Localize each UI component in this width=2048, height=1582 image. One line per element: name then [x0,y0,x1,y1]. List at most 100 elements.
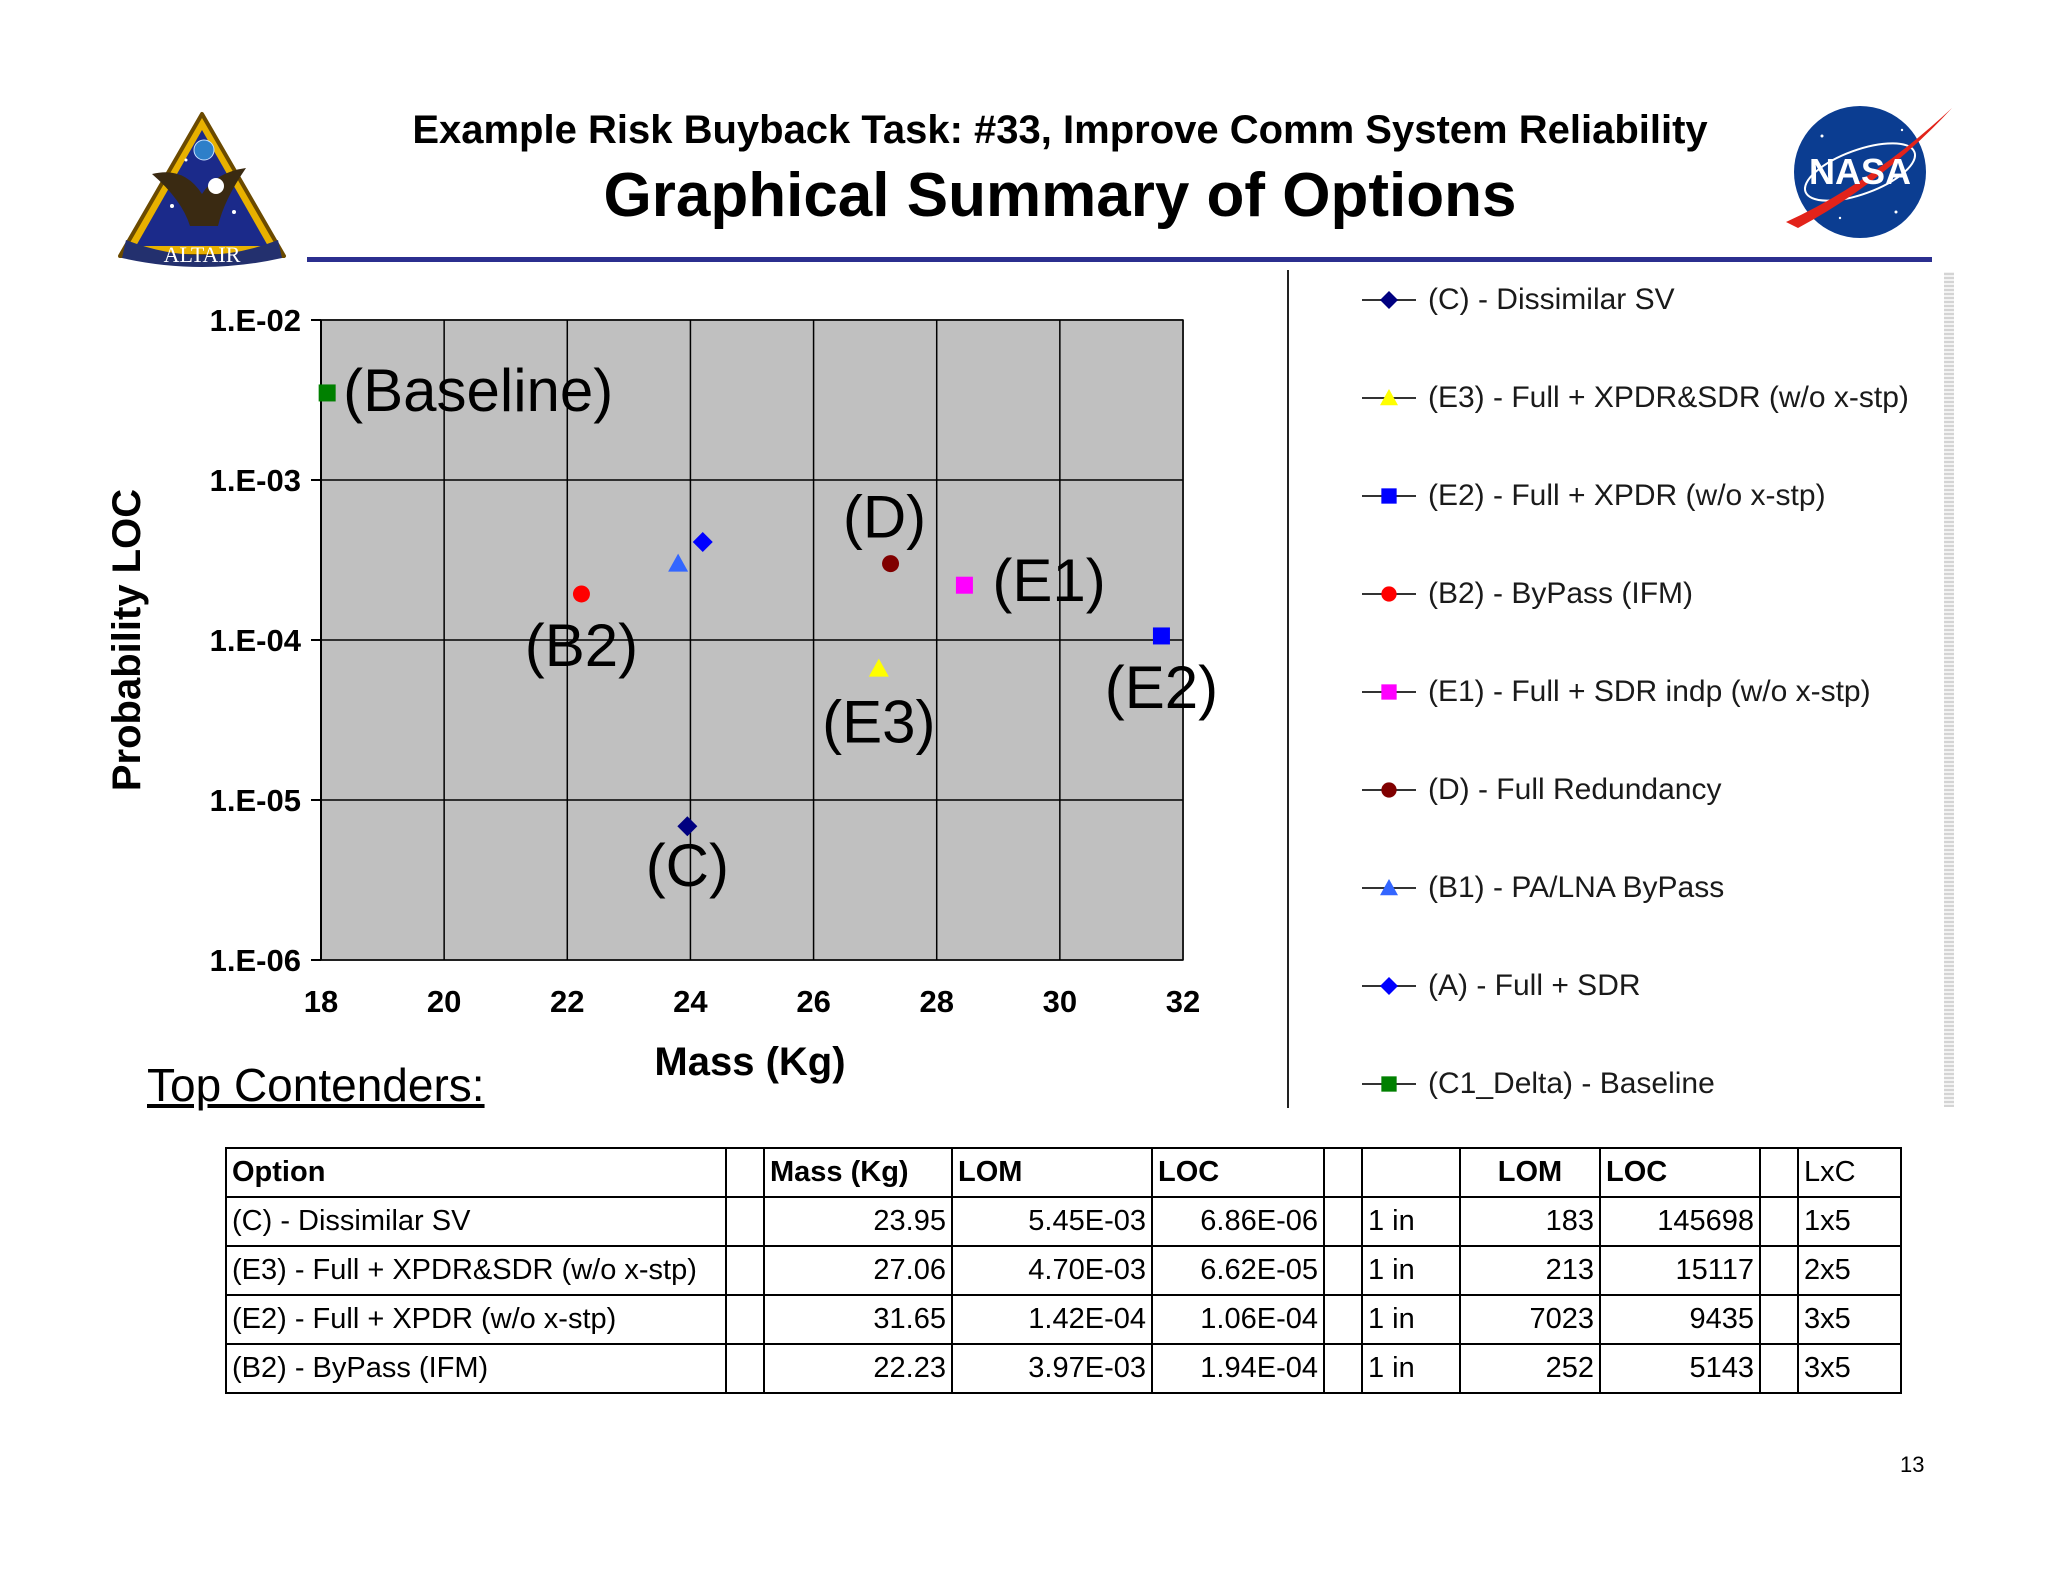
legend-item: (B1) - PA/LNA ByPass [1360,868,1724,908]
legend-marker-shape [1381,684,1397,700]
legend-marker-shape [1381,1076,1397,1092]
table-cell: 1x5 [1797,1196,1902,1247]
table-cell [1759,1343,1799,1394]
table-cell: (E2) - Full + XPDR (w/o x-stp) [225,1294,727,1345]
point-annotation: (E1) [992,547,1105,614]
table-cell [1323,1196,1363,1247]
legend-marker [1362,586,1416,602]
legend-label: (C) - Dissimilar SV [1428,283,1675,316]
table-cell [1323,1343,1363,1394]
legend-label: (C1_Delta) - Baseline [1428,1067,1715,1100]
point-annotations: (C) (E3) (E2) (B2) (E1) (D) (Baseline) [343,357,1218,899]
data-point-9 [318,384,336,402]
legend-label: (A) - Full + SDR [1428,969,1641,1002]
table-cell: 252 [1459,1343,1601,1394]
legend-marker [1362,389,1416,406]
x-tick-label: 30 [1043,984,1077,1019]
table-cell: 1 in [1361,1245,1461,1296]
table-header-cell: Mass (Kg) [763,1147,953,1198]
data-point-6 [882,555,900,573]
altair-logo-text: ALTAIR [164,242,241,267]
data-point-5 [955,576,973,594]
table-cell: 31.65 [763,1294,953,1345]
legend-item: (A) - Full + SDR [1360,966,1641,1006]
x-axis-ticks: 18 20 22 24 26 28 30 32 [304,984,1200,1019]
header-divider [307,257,1932,262]
legend-marker [1362,782,1416,798]
table-header-cell: LOC [1151,1147,1325,1198]
table-cell [1759,1245,1799,1296]
point-annotation: (E3) [822,689,935,756]
table-row: (E3) - Full + XPDR&SDR (w/o x-stp) 27.06 4… [225,1245,1902,1296]
legend-marker-shape [1380,879,1398,896]
point-annotation: (B2) [525,612,638,679]
table-cell [725,1343,765,1394]
legend-marker [1362,684,1416,700]
table-header-cell [1361,1147,1461,1198]
chart-legend: (C) - Dissimilar SV (E3) - Full + XPDR&SD… [1360,270,1960,1110]
point-annotation: (Baseline) [343,357,613,424]
table-cell: 22.23 [763,1343,953,1394]
table-header-cell [725,1147,765,1198]
data-point-7 [668,553,689,572]
point-annotation: (E2) [1105,654,1218,721]
table-cell: 5143 [1599,1343,1761,1394]
y-axis-label: Probability LOC [110,489,149,791]
table-cell: 2x5 [1797,1245,1902,1296]
table-cell [1759,1196,1799,1247]
legend-label: (D) - Full Redundancy [1428,773,1722,806]
table-cell [725,1294,765,1345]
y-tick-label: 1.E-03 [210,463,301,498]
table-row: (E2) - Full + XPDR (w/o x-stp) 31.65 1.42E… [225,1294,1902,1345]
data-point-4 [572,585,590,603]
table-cell: (E3) - Full + XPDR&SDR (w/o x-stp) [225,1245,727,1296]
data-point-2 [868,658,889,677]
table-cell: 15117 [1599,1245,1761,1296]
loc-vs-mass-chart: 1.E-02 1.E-03 1.E-04 1.E-05 1.E-06 18 20 22 24 2… [110,303,1218,1084]
table-cell: 4.70E-03 [951,1245,1153,1296]
legend-label: (B1) - PA/LNA ByPass [1428,871,1725,904]
table-cell: 1 in [1361,1196,1461,1247]
table-cell [725,1196,765,1247]
legend-marker [1362,879,1416,896]
table-cell: 3x5 [1797,1294,1902,1345]
table-header-cell: LOC [1599,1147,1761,1198]
table-cell [1323,1245,1363,1296]
table-cell: 1 in [1361,1343,1461,1394]
legend-item: (B2) - ByPass (IFM) [1360,574,1693,614]
top-contenders-table: Option Mass (Kg) LOM LOC LOM LOC LxC (C) - Dis… [225,1147,1902,1394]
table-cell: 6.86E-06 [1151,1196,1325,1247]
point-annotation: (C) [646,832,729,899]
table-cell [1323,1294,1363,1345]
x-tick-label: 20 [427,984,461,1019]
data-point-1 [677,816,698,837]
y-tick-label: 1.E-04 [210,623,302,658]
legend-divider [1287,270,1289,1108]
legend-marker-shape [1380,977,1398,995]
y-tick-label: 1.E-02 [210,303,301,338]
table-cell: (C) - Dissimilar SV [225,1196,727,1247]
data-points [318,384,1170,837]
table-row: (C) - Dissimilar SV 23.95 5.45E-03 6.86E-06… [225,1196,1902,1247]
table-cell: 6.62E-05 [1151,1245,1325,1296]
data-point-8 [692,531,713,552]
legend-marker [1362,1076,1416,1092]
table-cell: 145698 [1599,1196,1761,1247]
x-tick-label: 22 [550,984,584,1019]
legend-item: (E3) - Full + XPDR&SDR (w/o x-stp) [1360,378,1909,418]
x-tick-label: 26 [796,984,830,1019]
table-cell: 23.95 [763,1196,953,1247]
table-cell: 213 [1459,1245,1601,1296]
legend-item: (E1) - Full + SDR indp (w/o x-stp) [1360,672,1871,712]
table-cell: 183 [1459,1196,1601,1247]
x-axis-label: Mass (Kg) [654,1040,845,1084]
table-row: (B2) - ByPass (IFM) 22.23 3.97E-03 1.94E-04… [225,1343,1902,1394]
y-axis-ticks: 1.E-02 1.E-03 1.E-04 1.E-05 1.E-06 [210,303,321,978]
table-cell: (B2) - ByPass (IFM) [225,1343,727,1394]
x-tick-label: 18 [304,984,338,1019]
data-point-3 [1152,627,1170,645]
legend-label: (E2) - Full + XPDR (w/o x-stp) [1428,479,1826,512]
table-cell [1759,1294,1799,1345]
legend-marker [1362,291,1416,309]
legend-marker [1362,977,1416,995]
